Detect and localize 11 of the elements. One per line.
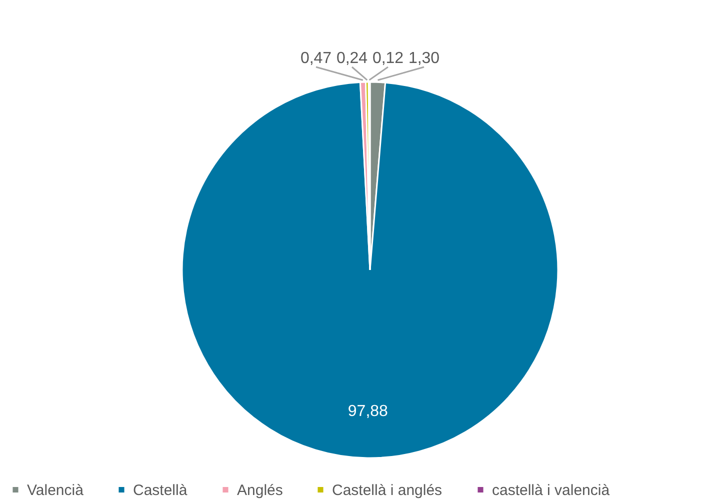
data-label: 1,30 [408, 50, 440, 67]
data-label: 0,47 [300, 50, 332, 67]
data-label: 0,12 [372, 50, 404, 67]
data-label: 0,24 [336, 50, 368, 67]
legend-label: castellà i valencià [492, 482, 610, 499]
legend-label: Castellà [133, 482, 188, 499]
pie-slice [181, 82, 559, 459]
data-label: 97,88 [348, 402, 388, 420]
legend-label: Anglés [237, 482, 283, 499]
legend-label: Castellà i anglés [332, 482, 442, 499]
legend-label: Valencià [27, 482, 84, 499]
